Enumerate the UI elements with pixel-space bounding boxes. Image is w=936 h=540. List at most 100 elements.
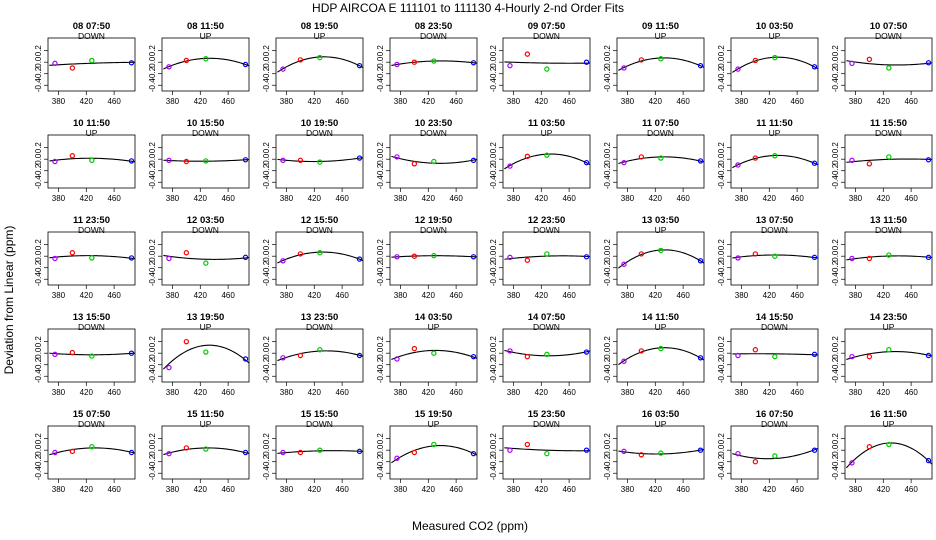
x-tick-label: 380 (735, 194, 749, 203)
x-tick-label: 380 (394, 291, 408, 300)
x-tick-label: 420 (877, 291, 891, 300)
x-tick-label: 420 (877, 485, 891, 494)
x-tick-label: 420 (194, 97, 208, 106)
y-tick-label: 0.0 (831, 250, 840, 262)
x-tick-label: 460 (449, 291, 463, 300)
panel-title: 13 03:50 (642, 215, 680, 226)
data-point (544, 351, 550, 358)
y-tick-label: -0.4 (34, 78, 43, 92)
y-tick-label: -0.4 (603, 78, 612, 92)
y-tick-label: 0.2 (34, 239, 43, 251)
data-point (166, 450, 172, 457)
data-point (886, 347, 892, 353)
x-tick-label: 380 (280, 194, 294, 203)
data-point (866, 255, 873, 262)
x-tick-label: 460 (221, 388, 235, 397)
x-tick-label: 420 (308, 388, 322, 397)
data-point (752, 251, 759, 257)
panel-title: 14 03:50 (415, 312, 453, 323)
y-tick-label: -0.4 (148, 78, 157, 92)
fit-curve (618, 448, 705, 455)
x-tick-label: 420 (422, 97, 436, 106)
x-tick-label: 460 (790, 291, 804, 300)
fit-curve (732, 56, 819, 73)
data-point (317, 159, 323, 165)
fit-curve (162, 344, 250, 370)
y-tick-label: 0.2 (831, 336, 840, 348)
x-tick-label: 380 (280, 485, 294, 494)
panel-direction: DOWN (306, 225, 333, 235)
y-tick-label: -0.4 (376, 175, 385, 189)
y-tick-label: 0.2 (376, 433, 385, 445)
panel-frame (616, 37, 705, 92)
y-tick-label: -0.4 (148, 175, 157, 189)
x-tick-label: 380 (52, 194, 66, 203)
x-tick-label: 460 (335, 194, 349, 203)
data-point (203, 349, 209, 355)
panel-direction: DOWN (192, 128, 219, 138)
panel-direction: DOWN (875, 128, 902, 138)
data-point (849, 460, 855, 466)
data-point (470, 157, 477, 164)
data-point (166, 64, 172, 70)
y-tick-label: 0.0 (34, 347, 43, 359)
panel-frame (47, 231, 136, 286)
y-tick-label: 0.2 (717, 336, 726, 348)
fit-curve (504, 349, 591, 357)
data-point (470, 60, 477, 66)
y-tick-label: 0.0 (603, 444, 612, 456)
panel-frame (502, 37, 591, 92)
x-tick-label: 380 (394, 194, 408, 203)
panel-direction: DOWN (78, 31, 105, 41)
panel-title: 15 23:50 (528, 409, 566, 420)
y-tick-label: 0.2 (376, 239, 385, 251)
data-point (752, 155, 759, 161)
y-tick-label: 0.2 (262, 239, 271, 251)
y-tick-label: 0.2 (148, 239, 157, 251)
y-tick-label: 0.0 (34, 444, 43, 456)
panel-title: 11 11:50 (756, 118, 792, 129)
panel-title: 10 23:50 (415, 118, 453, 129)
y-tick-label: -0.2 (603, 454, 612, 468)
y-tick-label: -0.2 (489, 66, 498, 80)
y-tick-label: 0.0 (489, 56, 498, 68)
x-tick-label: 420 (763, 388, 777, 397)
x-tick-label: 460 (904, 388, 918, 397)
data-point (356, 448, 363, 455)
data-point (524, 353, 531, 360)
y-tick-label: -0.4 (262, 78, 271, 92)
x-tick-label: 420 (649, 194, 663, 203)
y-tick-label: 0.0 (148, 444, 157, 456)
panel-direction: UP (655, 225, 667, 235)
panel-frame (502, 425, 591, 480)
panel-direction: DOWN (875, 225, 902, 235)
x-tick-label: 420 (649, 485, 663, 494)
panel-title: 16 03:50 (642, 409, 680, 420)
data-point (128, 60, 135, 66)
y-tick-label: -0.2 (148, 163, 157, 177)
y-tick-label: 0.2 (34, 433, 43, 445)
data-point (183, 338, 190, 345)
data-point (752, 347, 759, 353)
data-point (470, 450, 477, 457)
fit-curve (163, 254, 250, 260)
x-tick-label: 420 (763, 97, 777, 106)
data-point (658, 155, 664, 161)
data-point (69, 349, 76, 356)
y-tick-label: 0.2 (831, 433, 840, 445)
fit-curve (846, 60, 933, 66)
x-tick-label: 420 (649, 388, 663, 397)
data-point (811, 64, 818, 70)
y-tick-label: 0.2 (831, 45, 840, 57)
data-point (849, 255, 855, 262)
panel-frame (616, 134, 705, 189)
y-tick-label: 0.0 (148, 347, 157, 359)
